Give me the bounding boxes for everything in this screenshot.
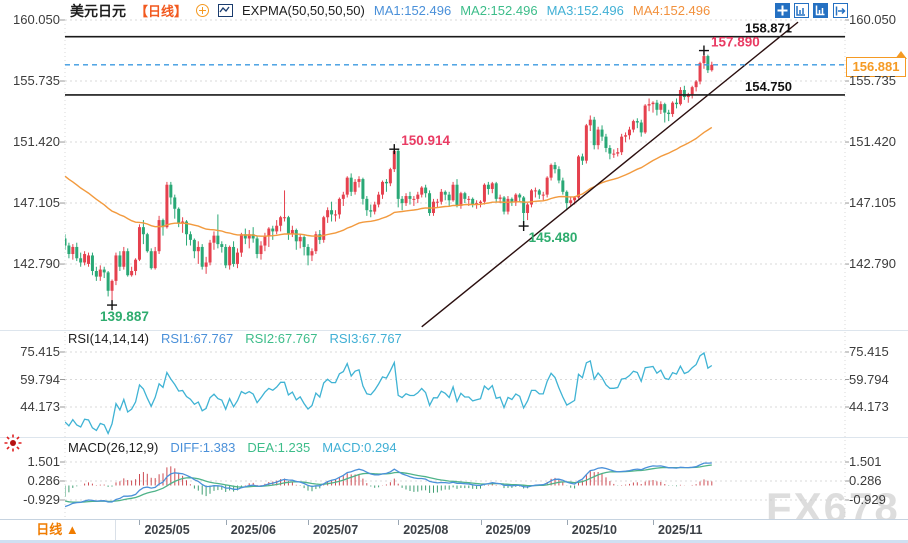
rsi1-value: RSI1:67.767	[160, 331, 234, 346]
price-axis-label: 147.105	[849, 195, 896, 211]
crosshair-icon[interactable]	[775, 3, 790, 18]
bottom-edge-strip	[0, 540, 908, 543]
macd-title: MACD(26,12,9)	[68, 440, 159, 455]
diff-value: DIFF:1.383	[170, 440, 236, 455]
sun-settings-icon[interactable]	[2, 432, 24, 459]
macd-axis-label: 0.286	[849, 473, 882, 488]
ma4-value: MA4:152.496	[632, 3, 711, 18]
macd-value: MACD:0.294	[322, 440, 397, 455]
low-price-label: 139.887	[100, 309, 149, 324]
rsi-header: RSI(14,14,14) RSI1:67.767 RSI2:67.767 RS…	[68, 331, 402, 346]
price-axis-label: 155.735	[849, 73, 896, 88]
month-tick	[139, 520, 141, 525]
high-price-label: 150.914	[401, 133, 450, 148]
dea-value: DEA:1.235	[247, 440, 311, 455]
price-axis-label: 142.790	[849, 256, 896, 272]
expma-label: EXPMA(50,50,50,50)	[242, 3, 365, 18]
month-tick	[398, 520, 400, 525]
axis-scale-icon[interactable]	[794, 3, 809, 18]
period-label[interactable]: 【日线】	[135, 4, 188, 19]
rsi3-value: RSI3:67.767	[329, 331, 402, 346]
price-axis-label: 142.790	[13, 256, 60, 272]
chart-header: 美元日元 【日线】 EXPMA(50,50,50,50) MA1:152.496…	[70, 2, 711, 20]
trendline[interactable]	[421, 21, 799, 328]
diff-line	[65, 462, 712, 508]
price-axis-label: 147.105	[13, 195, 60, 211]
price-axis-label: 160.050	[849, 12, 896, 27]
time-axis-bar: 日线 ▲ 2025/05 2025/06 2025/07 2025/08 2025/09…	[0, 519, 908, 541]
extreme-marker	[518, 221, 529, 232]
rsi-axis-label: 44.173	[849, 399, 889, 414]
month-label: 2025/07	[313, 523, 359, 537]
period-up-arrow-icon: ▲	[65, 522, 79, 537]
low-price-label: 145.480	[529, 230, 578, 245]
price-axis-label: 160.050	[13, 12, 60, 27]
exit-right-icon[interactable]	[833, 3, 848, 18]
macd-axis-label: 0.286	[27, 473, 60, 488]
rsi-title: RSI(14,14,14)	[68, 331, 149, 346]
macd-axis-label: 1.501	[27, 454, 60, 469]
expma-line	[65, 126, 713, 237]
month-label: 2025/11	[658, 523, 703, 537]
rsi-axis-label: 59.794	[20, 371, 60, 387]
rsi-axis-label: 75.415	[849, 344, 889, 359]
extreme-marker	[698, 45, 709, 56]
hline-label: 158.871	[745, 21, 792, 36]
price-axis-label: 151.420	[849, 134, 896, 150]
ma2-value: MA2:152.496	[460, 3, 538, 18]
candles-layer	[65, 50, 714, 306]
price-axis-label: 155.735	[13, 73, 60, 88]
month-tick	[225, 520, 227, 525]
symbol-title: 美元日元	[70, 2, 126, 19]
month-tick	[653, 520, 654, 525]
high-price-label: 157.890	[711, 35, 760, 50]
ma3-value: MA3:152.496	[546, 3, 624, 18]
period-tab-label: 日线	[36, 522, 63, 537]
month-label: 2025/05	[144, 523, 190, 537]
period-tab[interactable]: 日线 ▲	[0, 520, 116, 541]
month-label: 2025/08	[403, 523, 449, 537]
rsi-axis-label: 59.794	[849, 371, 889, 387]
rsi-axis-label: 75.415	[20, 344, 60, 359]
extreme-marker	[389, 144, 400, 155]
month-label: 2025/06	[230, 523, 276, 537]
macd-axis-label: -0.929	[849, 492, 886, 507]
price-axis-label: 151.420	[13, 134, 60, 150]
hline-label: 154.750	[745, 79, 792, 94]
macd-histogram	[65, 466, 713, 497]
add-indicator-icon[interactable]	[196, 4, 210, 17]
month-tick	[308, 520, 310, 525]
rsi2-value: RSI2:67.767	[245, 331, 318, 346]
extreme-marker	[107, 300, 118, 311]
month-tick	[566, 520, 568, 525]
month-label: 2025/09	[485, 523, 531, 537]
macd-axis-label: 1.501	[849, 454, 882, 469]
rsi-line	[65, 351, 713, 436]
rsi-axis-label: 44.173	[20, 399, 60, 414]
month-label: 2025/10	[571, 523, 617, 537]
indicator-chart-icon[interactable]	[218, 4, 234, 17]
macd-header: MACD(26,12,9) DIFF:1.383 DEA:1.235 MACD:…	[68, 440, 397, 455]
dea-line	[65, 464, 712, 503]
ma1-value: MA1:152.496	[373, 3, 452, 18]
month-tick	[480, 520, 482, 525]
current-price-tag: 156.881	[846, 56, 906, 77]
macd-axis-label: -0.929	[23, 492, 60, 507]
axis-scale-active-icon[interactable]	[813, 3, 828, 18]
